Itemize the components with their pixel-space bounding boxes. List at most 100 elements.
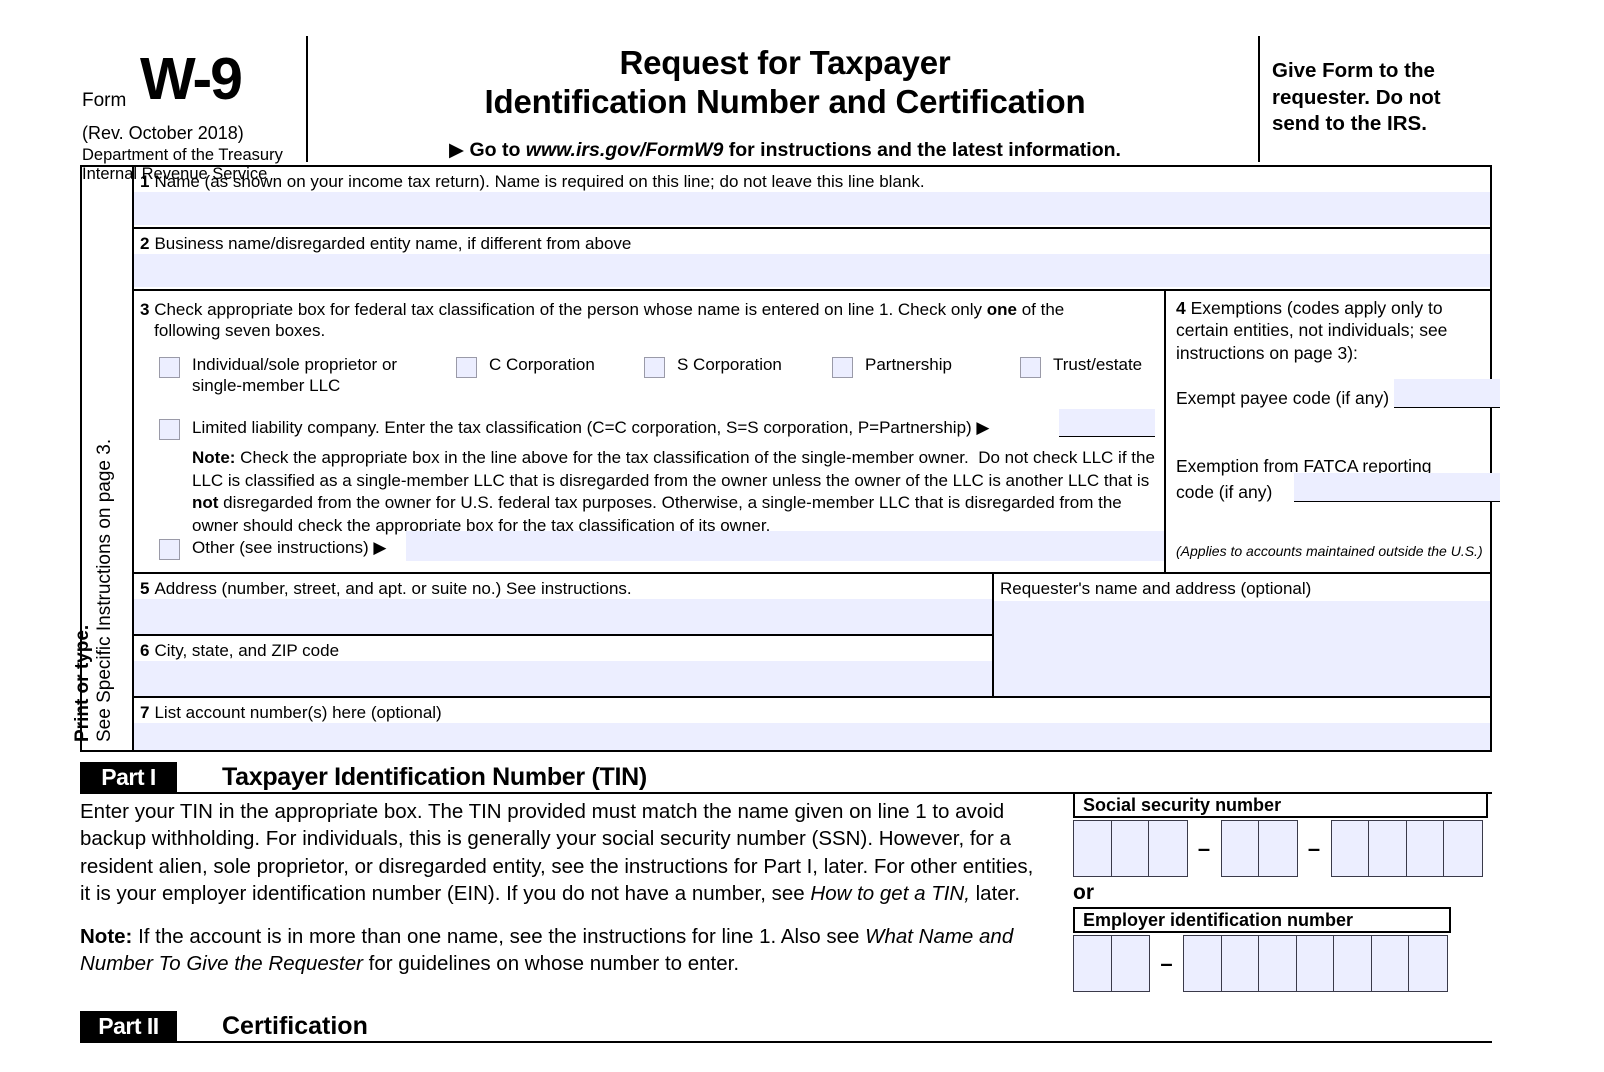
header-divider-left	[306, 36, 308, 162]
line-1-name: 1 Name (as shown on your income tax retur…	[134, 167, 1490, 229]
ein-digit-box[interactable]	[1371, 936, 1409, 991]
line-3-note: Note: Check the appropriate box in the l…	[192, 448, 1155, 535]
checkbox-limited-liability-company[interactable]	[159, 419, 180, 440]
ssn-digit-box[interactable]	[1369, 821, 1407, 876]
line-3-label-row: 3 Check appropriate box for federal tax …	[134, 291, 1164, 342]
part-2-rule	[80, 1041, 1492, 1043]
part-1-paragraph-1: Enter your TIN in the appropriate box. T…	[80, 798, 1040, 907]
or-label: or	[1073, 881, 1094, 904]
line-4-label: Exemptions (codes apply only to certain …	[1176, 298, 1448, 363]
ssn-dash: –	[1197, 835, 1211, 861]
line-7-input[interactable]	[134, 723, 1490, 750]
checkbox-partnership[interactable]	[832, 357, 853, 378]
ssn-digit-box[interactable]	[1331, 821, 1369, 876]
irs-url-link[interactable]: www.irs.gov/FormW9	[525, 138, 724, 161]
line-6-city-state-zip: 6 City, state, and ZIP code	[134, 636, 994, 698]
line-7-label: List account number(s) here (optional)	[154, 703, 442, 722]
part-1-rule	[80, 792, 1492, 794]
line-3-intro-text: Check appropriate box for federal tax cl…	[140, 300, 1065, 341]
ssn-group-1	[1073, 820, 1188, 877]
line-7-account-numbers: 7 List account number(s) here (optional)	[134, 698, 1490, 750]
line-5-number: 5	[140, 579, 150, 598]
applies-outside-us-note: (Applies to accounts maintained outside …	[1176, 543, 1483, 559]
ssn-header: Social security number	[1073, 792, 1488, 818]
line-1-label-row: 1 Name (as shown on your income tax retur…	[134, 167, 1490, 192]
line-5-input[interactable]	[134, 599, 992, 634]
part-2-title: Certification	[222, 1012, 368, 1040]
form-title-line-2: Identification Number and Certification	[484, 82, 1086, 120]
part-1-tag: Part I	[80, 762, 177, 792]
llc-tax-classification-input[interactable]	[1059, 409, 1155, 437]
department-block: Department of the Treasury Internal Reve…	[82, 146, 283, 184]
ssn-digit-box[interactable]	[1111, 821, 1149, 876]
ssn-box-row: – –	[1073, 820, 1488, 877]
revision-date: (Rev. October 2018)	[82, 123, 244, 143]
form-header: Form W-9 (Rev. October 2018) Department …	[80, 28, 1492, 183]
ein-digit-box[interactable]	[1221, 936, 1259, 991]
ssn-digit-box[interactable]	[1221, 821, 1259, 876]
ssn-digit-box[interactable]	[1074, 821, 1112, 876]
tin-entry-area: Social security number – – or Employer id…	[1073, 792, 1488, 992]
ein-digit-box[interactable]	[1409, 936, 1447, 991]
ein-digit-box[interactable]	[1074, 936, 1112, 991]
line-2-label: Business name/disregarded entity name, i…	[154, 234, 632, 253]
checkbox-other[interactable]	[159, 539, 180, 560]
ein-digit-box[interactable]	[1334, 936, 1372, 991]
ein-digit-box[interactable]	[1259, 936, 1297, 991]
line-2-label-row: 2 Business name/disregarded entity name, …	[134, 229, 1490, 254]
part-1-note-label: Note:	[80, 925, 133, 948]
ssn-group-2	[1220, 820, 1298, 877]
exempt-payee-code-label: Exempt payee code (if any)	[1176, 388, 1390, 408]
checkbox-individual-sole-proprietor[interactable]	[159, 357, 180, 378]
part-1-paragraph-1-a: Enter your TIN in the appropriate box. T…	[80, 800, 1034, 905]
checkbox-label-s-corporation: S Corporation	[677, 355, 782, 374]
line-2-number: 2	[140, 234, 150, 253]
line-5-label: Address (number, street, and apt. or sui…	[154, 579, 632, 598]
part-1-instructions: Enter your TIN in the appropriate box. T…	[80, 798, 1040, 994]
form-fields-area: 1 Name (as shown on your income tax retur…	[134, 167, 1500, 750]
checkbox-trust-estate[interactable]	[1020, 357, 1041, 378]
other-input[interactable]	[406, 531, 1164, 561]
ein-digit-box[interactable]	[1111, 936, 1149, 991]
requester-input[interactable]	[994, 601, 1490, 696]
header-title-block: Request for Taxpayer Identification Numb…	[316, 28, 1254, 162]
ssn-group-3	[1330, 820, 1483, 877]
line-6-number: 6	[140, 641, 150, 660]
line-1-input[interactable]	[134, 192, 1490, 225]
line-4-label-row: 4 Exemptions (codes apply only to certai…	[1176, 297, 1482, 364]
fatca-code-input[interactable]	[1294, 473, 1500, 502]
exempt-payee-code-input[interactable]	[1394, 379, 1500, 408]
line-2-business-name: 2 Business name/disregarded entity name, …	[134, 229, 1490, 291]
ssn-digit-box[interactable]	[1259, 821, 1297, 876]
checkbox-s-corporation[interactable]	[644, 357, 665, 378]
ssn-digit-box[interactable]	[1406, 821, 1444, 876]
line-5-address: 5 Address (number, street, and apt. or su…	[134, 574, 994, 636]
form-number: W-9	[140, 46, 243, 112]
ein-box-row: –	[1073, 935, 1488, 992]
line-1-label: Name (as shown on your income tax return…	[154, 172, 925, 191]
line-3-intro-bold: one	[986, 300, 1017, 319]
other-label: Other (see instructions) ▶	[192, 538, 387, 557]
checkbox-c-corporation[interactable]	[456, 357, 477, 378]
goto-suffix: for instructions and the latest informat…	[723, 138, 1121, 161]
ein-entry-area: Employer identification number –	[1073, 907, 1488, 992]
fatca-label: Exemption from FATCA reporting code (if …	[1176, 453, 1431, 506]
ssn-digit-box[interactable]	[1149, 821, 1187, 876]
part-1-note-italic: What Name and Number To Give the Request…	[80, 925, 1014, 976]
part-1-paragraph-1-italic: How to get a TIN,	[810, 881, 970, 905]
line-2-input[interactable]	[134, 254, 1490, 287]
checkbox-label-individual-l1: Individual/sole proprietor or	[192, 355, 398, 374]
ein-header: Employer identification number	[1073, 907, 1451, 933]
part-1-header: Part I Taxpayer Identification Number (T…	[80, 762, 1492, 792]
requester-label: Requester's name and address (optional)	[1000, 579, 1312, 598]
llc-label: Limited liability company. Enter the tax…	[192, 418, 990, 437]
line-6-input[interactable]	[134, 661, 992, 696]
checkbox-label-partnership: Partnership	[865, 355, 952, 374]
ssn-digit-box[interactable]	[1444, 821, 1482, 876]
line-3-number: 3	[140, 300, 150, 319]
ein-digit-box[interactable]	[1296, 936, 1334, 991]
form-word-label: Form	[82, 90, 127, 111]
form-title-line-1: Request for Taxpayer	[619, 44, 951, 81]
ein-digit-box[interactable]	[1184, 936, 1222, 991]
